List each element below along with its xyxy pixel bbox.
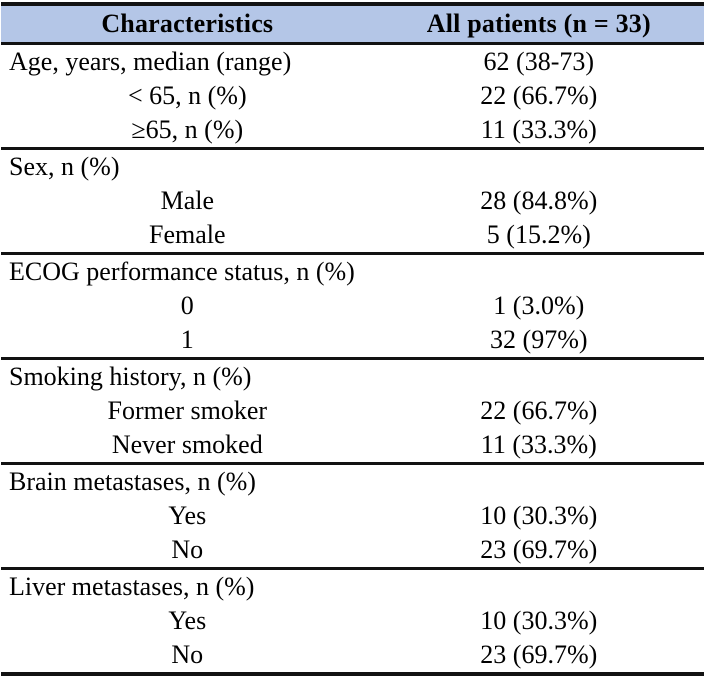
patient-characteristics-table: Characteristics All patients (n = 33) Ag…: [1, 2, 704, 676]
characteristic-cell: < 65, n (%): [127, 81, 247, 111]
table-row-sex: Sex, n (%): [1, 147, 704, 184]
value-cell: 10 (30.3%): [480, 606, 598, 636]
table-row-brain-mets: Brain metastases, n (%): [1, 462, 704, 499]
characteristic-cell: Former smoker: [107, 396, 268, 426]
characteristic-cell: Male: [160, 186, 214, 216]
value-cell: 11 (33.3%): [480, 115, 597, 145]
column-header-all-patients: All patients (n = 33): [373, 4, 704, 45]
table-row-age: Age, years, median (range) 62 (38-73): [1, 44, 704, 80]
table-row-smoking-former: Former smoker 22 (66.7%): [1, 394, 704, 428]
header-row: Characteristics All patients (n = 33): [1, 4, 704, 45]
table-row-ecog-1: 1 32 (97%): [1, 323, 704, 359]
characteristic-cell: Yes: [168, 501, 207, 531]
table-row-age-under65: < 65, n (%) 22 (66.7%): [1, 79, 704, 113]
table-row-sex-female: Female 5 (15.2%): [1, 218, 704, 254]
value-cell: [373, 252, 704, 289]
value-cell: 23 (69.7%): [480, 535, 598, 565]
value-cell: 1 (3.0%): [493, 291, 585, 321]
value-cell: 22 (66.7%): [480, 396, 598, 426]
table-body: Age, years, median (range) 62 (38-73) < …: [1, 44, 704, 675]
characteristic-cell: 1: [180, 325, 194, 355]
table-row-age-over65: ≥65, n (%) 11 (33.3%): [1, 113, 704, 149]
table-row-liver-mets-no: No 23 (69.7%): [1, 638, 704, 674]
table-row-brain-mets-yes: Yes 10 (30.3%): [1, 499, 704, 533]
value-cell: 28 (84.8%): [480, 186, 598, 216]
table-row-liver-mets: Liver metastases, n (%): [1, 567, 704, 604]
value-cell: 11 (33.3%): [480, 430, 597, 460]
value-cell: 22 (66.7%): [480, 81, 598, 111]
table-row-liver-mets-yes: Yes 10 (30.3%): [1, 604, 704, 638]
table-header: Characteristics All patients (n = 33): [1, 4, 704, 45]
characteristic-cell: No: [171, 640, 204, 670]
table-row-brain-mets-no: No 23 (69.7%): [1, 533, 704, 569]
characteristic-cell: Brain metastases, n (%): [1, 462, 374, 499]
value-cell: 62 (38-73): [483, 47, 595, 77]
characteristic-cell: Age, years, median (range): [9, 47, 292, 77]
table-row-smoking: Smoking history, n (%): [1, 357, 704, 394]
characteristic-cell: Smoking history, n (%): [1, 357, 374, 394]
characteristic-cell: Liver metastases, n (%): [1, 567, 374, 604]
column-header-characteristics: Characteristics: [1, 4, 374, 45]
value-cell: 10 (30.3%): [480, 501, 598, 531]
value-cell: [373, 462, 704, 499]
value-cell: 23 (69.7%): [480, 640, 598, 670]
table-row-sex-male: Male 28 (84.8%): [1, 184, 704, 218]
characteristic-cell: ≥65, n (%): [131, 115, 244, 145]
characteristic-cell: No: [171, 535, 204, 565]
table-row-ecog: ECOG performance status, n (%): [1, 252, 704, 289]
characteristic-cell: Female: [149, 220, 226, 250]
page: Characteristics All patients (n = 33) Ag…: [1, 2, 704, 676]
value-cell: [373, 147, 704, 184]
value-cell: 5 (15.2%): [486, 220, 591, 250]
value-cell: [373, 567, 704, 604]
characteristic-cell: 0: [180, 291, 194, 321]
characteristic-cell: ECOG performance status, n (%): [1, 252, 374, 289]
characteristic-cell: Never smoked: [111, 430, 263, 460]
table-row-ecog-0: 0 1 (3.0%): [1, 289, 704, 323]
value-cell: [373, 357, 704, 394]
characteristic-cell: Yes: [168, 606, 207, 636]
value-cell: 32 (97%): [490, 325, 588, 355]
characteristic-cell: Sex, n (%): [1, 147, 374, 184]
table-row-smoking-never: Never smoked 11 (33.3%): [1, 428, 704, 464]
